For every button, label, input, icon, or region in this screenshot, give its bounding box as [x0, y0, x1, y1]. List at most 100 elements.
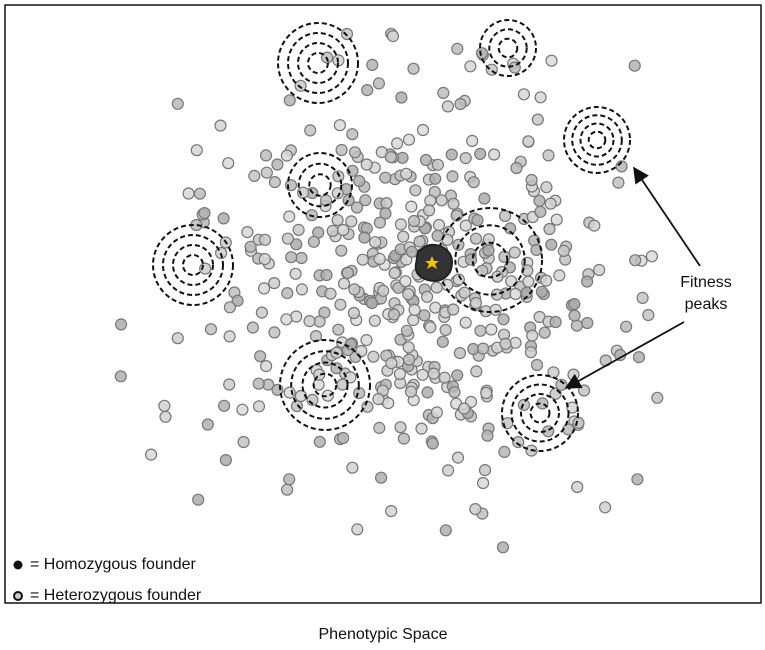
- dot: [508, 246, 521, 259]
- dot: [283, 210, 296, 223]
- dot: [283, 94, 296, 107]
- dot: [289, 267, 302, 280]
- dot: [474, 324, 487, 337]
- dot: [421, 290, 434, 303]
- arrow: [564, 321, 685, 389]
- dot: [320, 268, 333, 282]
- peak-ring: [287, 32, 349, 94]
- dot: [572, 416, 585, 429]
- dot: [557, 244, 570, 257]
- peak-ring: [471, 241, 509, 279]
- dot: [404, 385, 418, 398]
- peak-ring: [182, 254, 204, 276]
- dot: [550, 213, 563, 226]
- dot: [534, 91, 547, 104]
- dot: [407, 214, 421, 228]
- dot: [303, 315, 316, 328]
- dot: [332, 323, 345, 336]
- legend-symbol: [13, 591, 23, 601]
- dot: [394, 421, 407, 434]
- dot: [577, 384, 591, 397]
- dot: [268, 326, 281, 339]
- dot: [445, 148, 458, 161]
- dot: [259, 149, 273, 162]
- dot: [408, 303, 421, 316]
- dot: [351, 523, 364, 536]
- dot: [214, 119, 227, 132]
- dot: [204, 323, 218, 336]
- dot: [236, 403, 249, 416]
- dot: [451, 42, 464, 55]
- peak-ring: [297, 42, 339, 84]
- axis-label: Phenotypic Space: [319, 626, 448, 643]
- dot: [431, 158, 444, 171]
- dot: [429, 172, 442, 185]
- dot: [544, 197, 557, 210]
- dot: [477, 476, 490, 490]
- dot: [231, 294, 244, 307]
- dot: [324, 287, 337, 300]
- peak-ring: [571, 114, 623, 166]
- dot: [337, 431, 350, 445]
- dot: [441, 100, 454, 113]
- legend-label: = Heterozygous founder: [30, 587, 202, 604]
- dot: [281, 287, 294, 300]
- dot: [419, 153, 433, 167]
- dot: [437, 86, 450, 100]
- dot: [438, 371, 451, 384]
- dot: [469, 503, 482, 516]
- dot: [405, 245, 418, 258]
- dot: [350, 201, 364, 214]
- dot: [295, 251, 308, 265]
- dot: [459, 152, 472, 165]
- dot: [333, 119, 346, 132]
- dot: [424, 321, 437, 334]
- dot: [517, 88, 531, 101]
- dot: [337, 223, 350, 237]
- dot: [379, 207, 392, 220]
- dot: [384, 151, 397, 164]
- dot: [367, 350, 380, 363]
- peak-ring: [308, 173, 332, 197]
- dot: [198, 207, 211, 220]
- dot: [469, 296, 483, 310]
- dot: [399, 275, 412, 288]
- dot: [258, 253, 271, 266]
- dot: [326, 224, 339, 237]
- dot: [241, 226, 254, 239]
- dot: [385, 505, 398, 518]
- dot: [372, 77, 385, 90]
- dot: [459, 316, 472, 329]
- dot: [394, 218, 407, 231]
- arrow: [633, 166, 701, 267]
- peak-ring: [587, 130, 607, 150]
- dot: [421, 386, 434, 399]
- dot: [145, 448, 158, 461]
- dot: [409, 184, 422, 197]
- dot: [512, 436, 525, 449]
- dot: [470, 365, 483, 378]
- dot: [223, 378, 236, 391]
- dot: [488, 148, 501, 161]
- peak-ring: [312, 372, 338, 398]
- dot: [458, 402, 471, 415]
- dot: [441, 233, 454, 246]
- dot: [498, 445, 511, 458]
- dot: [439, 524, 452, 537]
- dot: [525, 173, 538, 187]
- dot: [379, 171, 392, 184]
- dot: [334, 298, 347, 311]
- dot: [375, 471, 388, 484]
- peak-ring: [297, 162, 343, 208]
- dot: [332, 170, 345, 183]
- dot: [280, 313, 293, 326]
- dot: [307, 235, 320, 248]
- dot: [510, 161, 523, 175]
- dot: [223, 301, 236, 314]
- dot: [451, 369, 464, 382]
- dot: [114, 370, 127, 383]
- dot: [522, 135, 535, 148]
- dot: [358, 231, 371, 244]
- dot: [271, 158, 284, 171]
- dot: [360, 158, 373, 171]
